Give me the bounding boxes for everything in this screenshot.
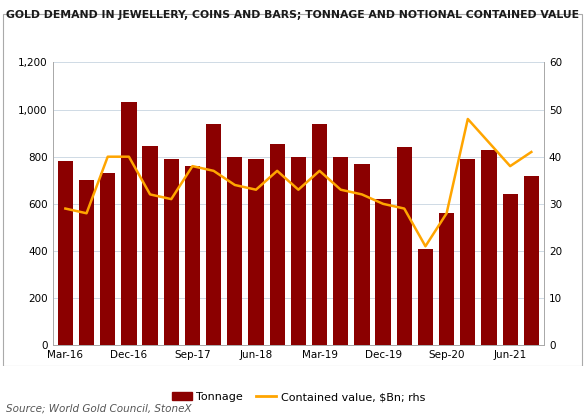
Legend: Tonnage, Contained value, $Bn; rhs: Tonnage, Contained value, $Bn; rhs — [167, 388, 429, 406]
Bar — [376, 199, 391, 345]
Bar — [58, 161, 73, 345]
Bar — [270, 144, 285, 345]
Bar — [249, 159, 264, 345]
Bar — [312, 124, 327, 345]
Bar — [143, 146, 158, 345]
Bar — [503, 194, 518, 345]
Bar — [164, 159, 179, 345]
Bar — [439, 213, 454, 345]
Bar — [206, 124, 221, 345]
Bar — [121, 102, 136, 345]
Bar — [333, 157, 348, 345]
Text: GOLD DEMAND IN JEWELLERY, COINS AND BARS; TONNAGE AND NOTIONAL CONTAINED VALUE: GOLD DEMAND IN JEWELLERY, COINS AND BARS… — [6, 10, 579, 20]
Bar — [524, 176, 539, 345]
Bar — [100, 173, 115, 345]
Bar — [185, 166, 200, 345]
Bar — [79, 180, 94, 345]
Bar — [460, 159, 476, 345]
Bar — [355, 164, 370, 345]
Bar — [481, 150, 497, 345]
Bar — [397, 147, 412, 345]
Bar — [418, 249, 433, 345]
Bar — [291, 157, 306, 345]
Text: Source; World Gold Council, StoneX: Source; World Gold Council, StoneX — [6, 404, 191, 414]
Bar — [227, 157, 242, 345]
